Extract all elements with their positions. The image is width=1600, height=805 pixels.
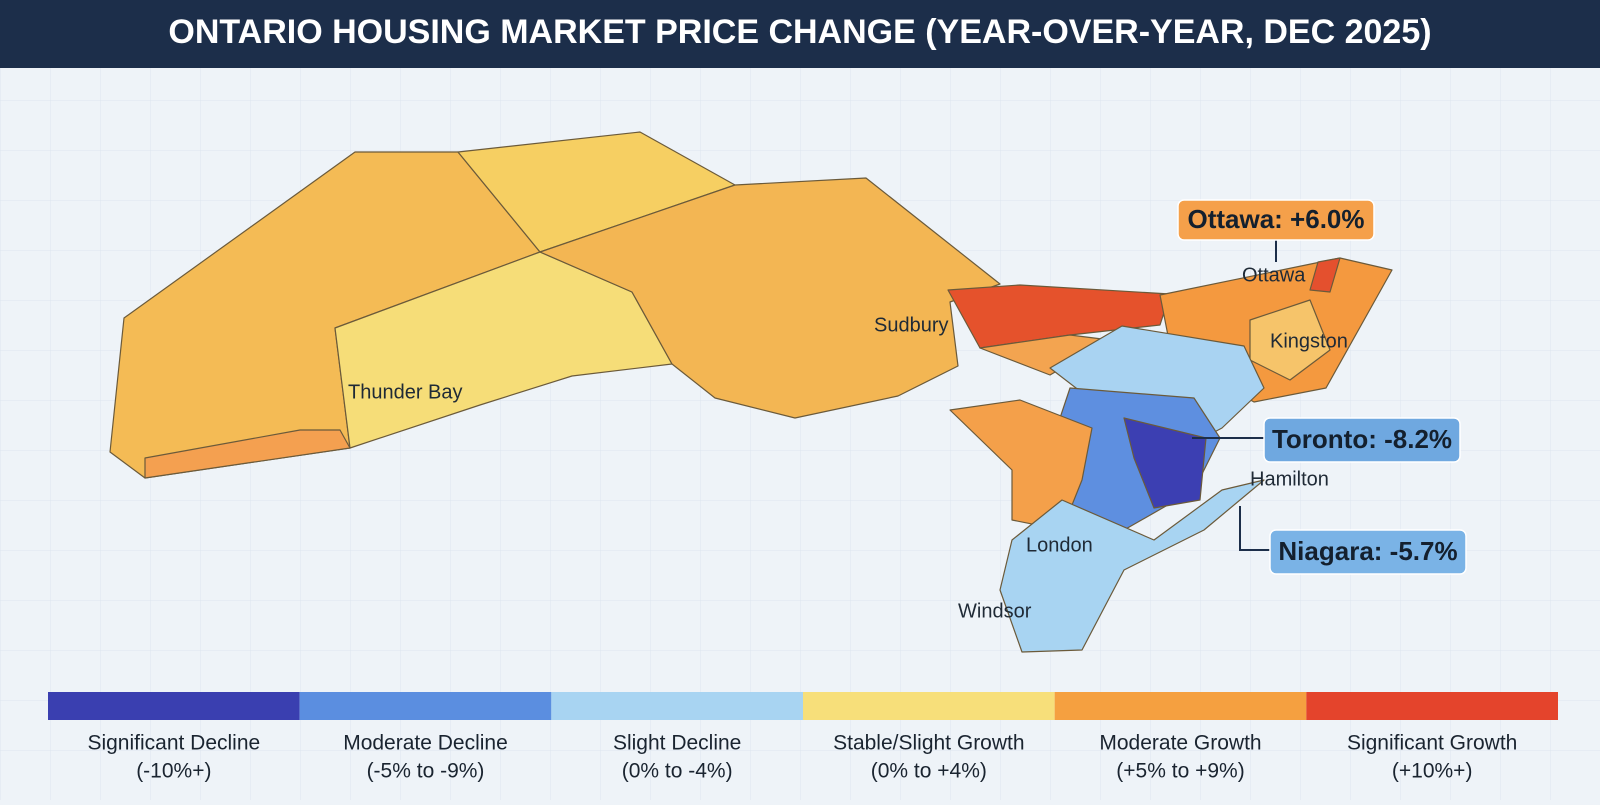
callouts: Ottawa: +6.0% Toronto: -8.2% Niagara: -5.7… xyxy=(1177,199,1467,575)
legend-range: (-5% to -9%) xyxy=(367,760,485,783)
legend-range: (0% to -4%) xyxy=(622,760,733,783)
legend-range: (+10%+) xyxy=(1392,760,1473,783)
city-label: Windsor xyxy=(958,600,1032,622)
city-label: Ottawa xyxy=(1242,264,1306,286)
title-bar xyxy=(0,0,1600,68)
legend-range: (0% to +4%) xyxy=(871,760,987,783)
region xyxy=(999,479,1265,653)
legend-swatch xyxy=(803,692,1055,720)
leader-line xyxy=(1239,506,1270,551)
legend-swatch xyxy=(1054,692,1307,720)
legend-range: (+5% to +9%) xyxy=(1116,760,1244,783)
callout-text: Toronto: -8.2% xyxy=(1272,424,1452,454)
legend-swatch xyxy=(551,692,803,720)
region xyxy=(144,429,351,479)
callout-box xyxy=(1177,199,1375,241)
callout-box xyxy=(1263,417,1461,463)
legend-label: Slight Decline xyxy=(613,732,741,755)
region xyxy=(539,177,1001,419)
callout-box xyxy=(1269,529,1467,575)
region xyxy=(1249,299,1331,381)
legend-label: Moderate Decline xyxy=(343,732,508,755)
city-label: Kingston xyxy=(1270,330,1348,352)
legend-label: Significant Growth xyxy=(1347,732,1517,755)
legend-label: Stable/Slight Growth xyxy=(833,732,1024,755)
legend-label: Significant Decline xyxy=(87,732,260,755)
city-label: Hamilton xyxy=(1250,468,1329,490)
legend-swatch xyxy=(48,692,300,720)
city-labels: Thunder Bay Sudbury Ottawa Kingston Hami… xyxy=(348,264,1348,622)
map xyxy=(109,131,1393,653)
legend: Significant Decline (-10%+) Moderate Decli… xyxy=(48,692,1558,783)
city-label: London xyxy=(1026,534,1093,556)
title: ONTARIO HOUSING MARKET PRICE CHANGE (YEA… xyxy=(168,13,1431,51)
callout-text: Ottawa: +6.0% xyxy=(1187,204,1364,234)
leader-lines xyxy=(1192,238,1277,551)
legend-swatch xyxy=(299,692,552,720)
callout-text: Niagara: -5.7% xyxy=(1278,536,1457,566)
legend-swatch xyxy=(1306,692,1558,720)
region xyxy=(1309,257,1341,293)
region xyxy=(1123,417,1207,509)
legend-range: (-10%+) xyxy=(136,760,211,783)
city-label: Thunder Bay xyxy=(348,381,463,403)
city-label: Sudbury xyxy=(874,314,949,336)
legend-label: Moderate Growth xyxy=(1099,732,1261,755)
